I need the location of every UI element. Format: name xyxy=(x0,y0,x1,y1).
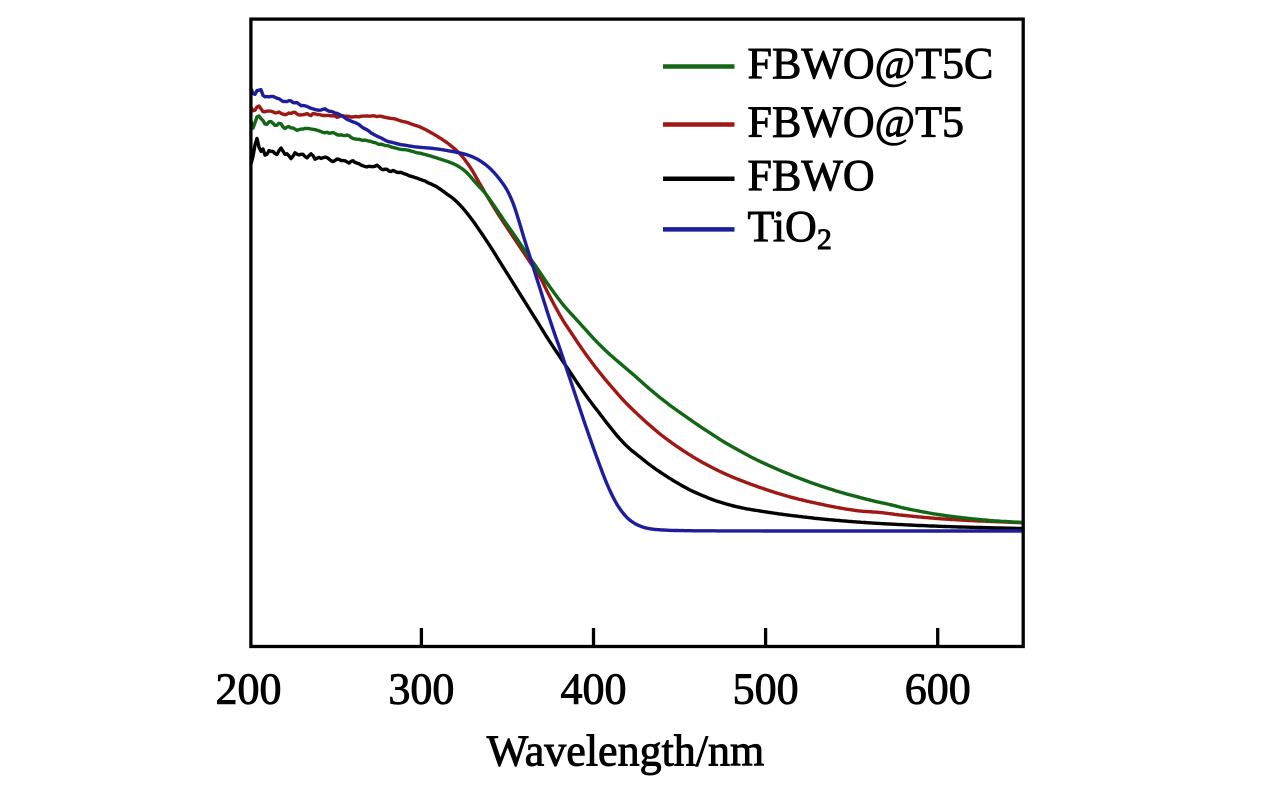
svg-text:FBWO: FBWO xyxy=(748,151,875,200)
svg-text:TiO2: TiO2 xyxy=(748,202,832,256)
svg-text:Wavelength/nm: Wavelength/nm xyxy=(487,727,765,776)
svg-text:FBWO@T5: FBWO@T5 xyxy=(748,98,965,147)
svg-text:600: 600 xyxy=(905,665,971,714)
svg-text:500: 500 xyxy=(733,665,799,714)
svg-text:300: 300 xyxy=(388,665,454,714)
svg-text:200: 200 xyxy=(216,665,282,714)
svg-text:FBWO@T5C: FBWO@T5C xyxy=(748,39,994,88)
svg-text:400: 400 xyxy=(561,665,627,714)
